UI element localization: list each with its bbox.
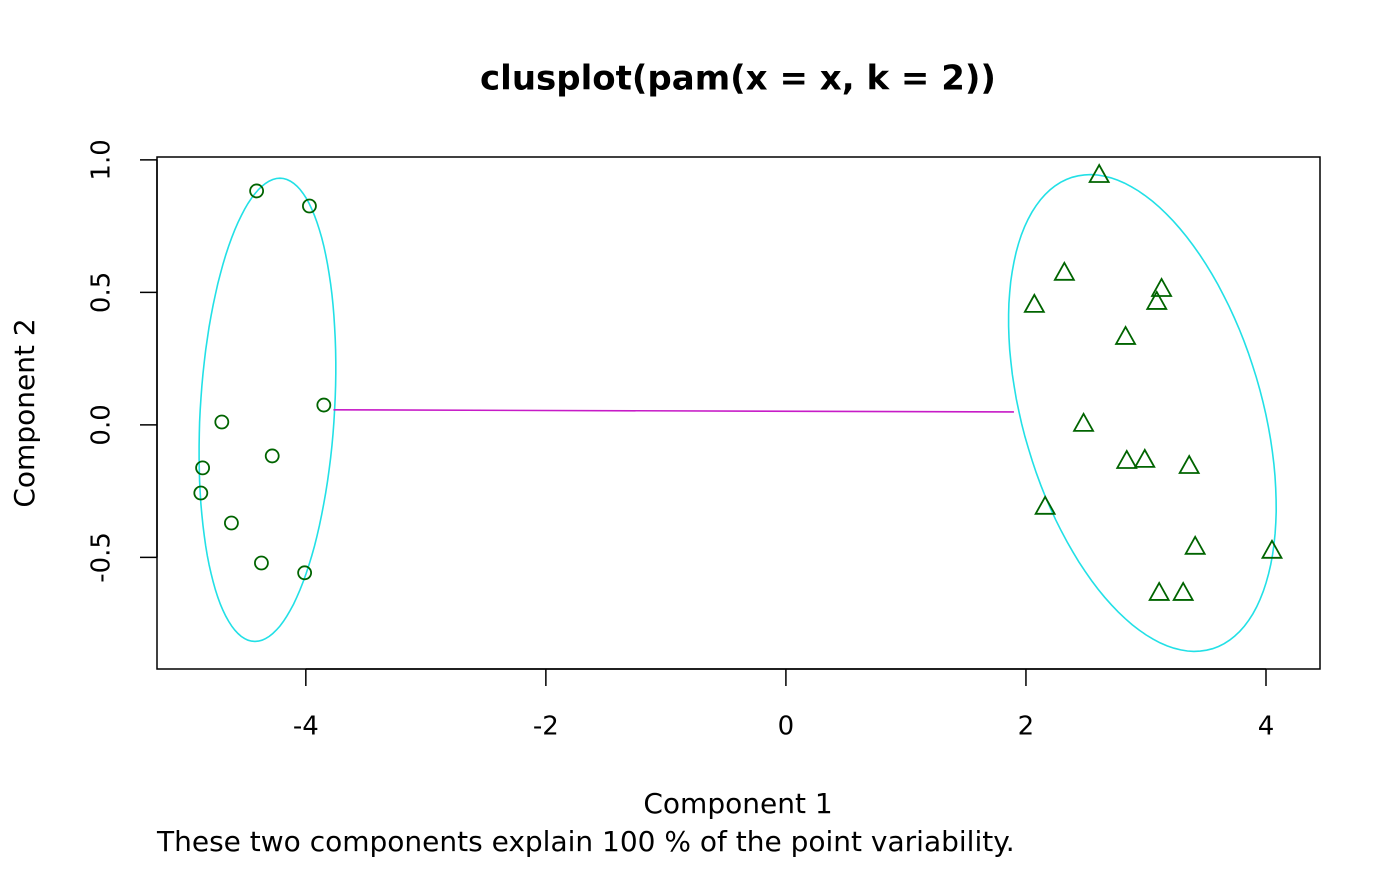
point (1148, 581, 1171, 601)
x-tick-label: 0 (778, 712, 795, 742)
x-axis-label: Component 1 (643, 787, 832, 820)
x-tick-label: -4 (293, 712, 319, 742)
x-tick-label: 2 (1018, 712, 1035, 742)
cluster-distance-line (333, 409, 1014, 413)
point (195, 460, 211, 476)
point (214, 414, 230, 430)
point (302, 198, 317, 214)
point (1053, 260, 1076, 281)
subtitle: These two components explain 100 % of th… (156, 825, 1015, 858)
point (264, 448, 280, 464)
point (1172, 581, 1195, 601)
point (224, 515, 239, 531)
point (1114, 325, 1137, 345)
point (297, 565, 313, 581)
chart-title: clusplot(pam(x = x, k = 2)) (480, 59, 996, 99)
y-tick-label: -0.5 (87, 532, 117, 583)
point (1115, 449, 1138, 469)
x-tick-label: 4 (1258, 712, 1275, 742)
point (316, 397, 332, 413)
cluster-ellipse (1007, 173, 1278, 653)
point (1145, 290, 1168, 310)
plot-frame (156, 156, 1321, 670)
point (1133, 448, 1156, 468)
cluster-ellipse (198, 177, 337, 643)
y-tick-label: 0.0 (87, 404, 117, 445)
point (254, 555, 269, 571)
point (1150, 277, 1173, 297)
point (1088, 163, 1111, 183)
point (1072, 412, 1095, 432)
point (193, 485, 209, 501)
point (1178, 454, 1201, 474)
y-tick-label: 0.5 (87, 272, 117, 313)
point (1260, 538, 1284, 559)
point (1023, 293, 1046, 313)
point (1034, 494, 1057, 515)
point (249, 183, 265, 199)
x-tick-label: -2 (533, 712, 559, 742)
y-axis-label: Component 2 (8, 318, 41, 507)
y-tick-label: 1.0 (87, 139, 117, 180)
point (1184, 534, 1207, 555)
